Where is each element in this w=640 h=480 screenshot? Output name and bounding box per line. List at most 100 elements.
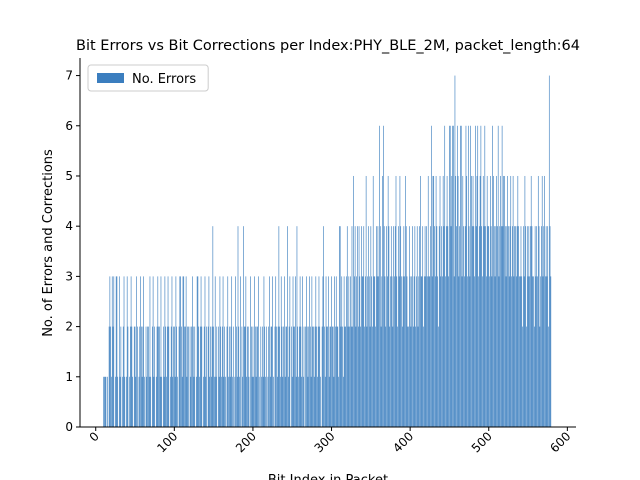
bar	[284, 376, 286, 427]
bar	[328, 276, 329, 427]
bar	[416, 226, 418, 427]
bar	[229, 326, 230, 427]
bar	[413, 276, 415, 427]
bar	[196, 276, 198, 427]
bar	[104, 376, 106, 427]
bar	[247, 326, 248, 427]
y-tick-label: 2	[65, 320, 73, 334]
bar	[257, 326, 258, 427]
bar	[265, 326, 267, 427]
bar	[481, 226, 482, 427]
bar	[270, 326, 272, 427]
bar	[361, 276, 363, 427]
bar	[453, 125, 454, 427]
bar	[181, 326, 182, 427]
bar	[526, 226, 528, 427]
bar	[409, 276, 411, 427]
bar	[375, 326, 376, 427]
bar	[330, 326, 332, 427]
bar	[463, 226, 464, 427]
bar	[119, 376, 121, 427]
bar	[434, 226, 435, 427]
bar	[273, 376, 274, 427]
bar	[486, 175, 488, 427]
bar	[167, 276, 169, 427]
bar	[474, 276, 475, 427]
bar	[508, 276, 510, 427]
bar	[141, 376, 143, 427]
bar	[522, 326, 523, 427]
bar	[383, 125, 384, 427]
bar	[219, 276, 221, 427]
bar	[204, 276, 206, 427]
bar	[267, 376, 269, 427]
bar	[171, 276, 173, 427]
bar	[203, 326, 205, 427]
bar	[393, 226, 394, 427]
bar	[194, 326, 196, 427]
bar	[157, 276, 159, 427]
bar	[237, 226, 239, 427]
bar	[379, 125, 380, 427]
bar	[523, 226, 524, 427]
bar	[546, 276, 548, 427]
bar	[236, 326, 237, 427]
bar	[147, 326, 148, 427]
bar	[482, 175, 484, 427]
bar	[402, 276, 404, 427]
y-tick-label: 0	[65, 420, 73, 434]
bar	[420, 276, 422, 427]
bar	[433, 175, 435, 427]
bar	[518, 226, 519, 427]
bar	[541, 226, 542, 427]
bar	[483, 226, 485, 427]
bar	[213, 326, 214, 427]
bar	[438, 226, 440, 427]
bar	[542, 276, 544, 427]
bar	[395, 175, 397, 427]
bar	[244, 326, 246, 427]
bar	[333, 376, 335, 427]
bar	[104, 376, 105, 427]
bar	[324, 376, 326, 427]
bar	[287, 226, 288, 427]
bar	[311, 276, 313, 427]
bar	[176, 326, 177, 427]
bar	[318, 276, 320, 427]
bar	[324, 326, 325, 427]
bar	[188, 326, 189, 427]
bar	[161, 376, 163, 427]
bar	[370, 226, 372, 427]
bar	[182, 276, 184, 427]
bar	[449, 125, 451, 427]
bar	[519, 276, 520, 427]
bar	[430, 226, 431, 427]
bar	[544, 175, 545, 427]
bar	[390, 226, 392, 427]
bar	[412, 226, 413, 427]
bar	[300, 326, 302, 427]
bar	[173, 326, 174, 427]
y-tick-label: 1	[65, 370, 73, 384]
bar	[254, 326, 256, 427]
bar	[400, 226, 402, 427]
bar	[302, 376, 304, 427]
bar	[484, 125, 486, 427]
bar	[212, 226, 214, 427]
bar	[475, 125, 476, 427]
bar	[292, 276, 294, 427]
bar	[341, 276, 343, 427]
bar	[329, 326, 331, 427]
bar	[265, 376, 266, 427]
bar	[414, 226, 416, 427]
bar	[269, 276, 270, 427]
bar	[138, 376, 140, 427]
bar	[473, 226, 475, 427]
bar	[426, 226, 427, 427]
bar	[339, 226, 340, 427]
bar	[366, 326, 368, 427]
bar	[537, 276, 538, 427]
bar	[548, 75, 550, 428]
bar	[186, 376, 188, 427]
